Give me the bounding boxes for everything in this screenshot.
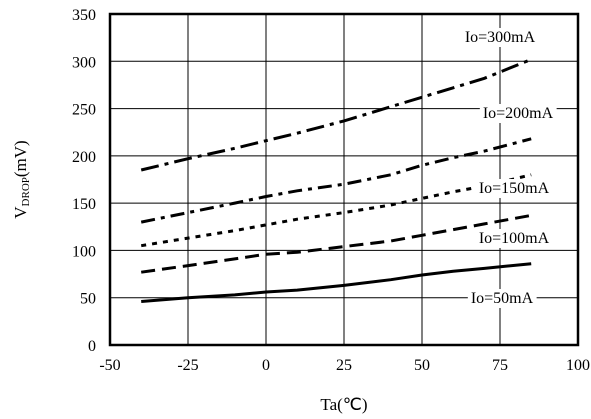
series-lines <box>140 58 532 303</box>
series-label-background <box>467 289 537 308</box>
y-tick-label: 200 <box>72 149 96 166</box>
series-label-background <box>475 229 553 248</box>
x-tick-label: 50 <box>414 357 430 374</box>
x-tick-label: -25 <box>177 357 198 374</box>
x-tick-label: 100 <box>566 357 590 374</box>
series-line-io-300ma <box>140 58 532 172</box>
plot-area-frame <box>108 12 580 347</box>
x-tick-label: 75 <box>492 357 508 374</box>
y-tick-label: 350 <box>72 7 96 24</box>
x-tick-label: 0 <box>262 357 270 374</box>
y-tick-label: 100 <box>72 243 96 260</box>
y-tick-label: 0 <box>88 338 96 355</box>
series-line-io-100ma <box>140 213 532 274</box>
series-line-io-50ma <box>141 262 532 303</box>
series-line-io-200ma <box>140 137 532 224</box>
series-line-io-150ma <box>140 173 532 248</box>
series-label: Io=50mA <box>471 290 534 307</box>
series-label: Io=200mA <box>483 105 554 122</box>
y-tick-label: 150 <box>72 196 96 213</box>
y-axis-label: VDROP(mV) <box>11 140 32 218</box>
y-tick-label: 50 <box>80 291 96 308</box>
y-axis-label-subscript: DROP <box>20 177 32 206</box>
series-label-background <box>479 104 557 123</box>
series-label: Io=300mA <box>465 29 536 46</box>
series-label: Io=100mA <box>479 230 550 247</box>
series-label: Io=150mA <box>479 180 550 197</box>
tick-labels: -50 -25 0 25 50 75 100 0 50 100 150 200 250 300 350 <box>72 7 590 374</box>
y-axis-label-unit: (mV) <box>11 140 30 177</box>
series-labels: Io=300mA Io=200mA Io=150mA Io=100mA Io=50mA <box>461 28 557 308</box>
x-tick-label: -50 <box>99 357 120 374</box>
y-tick-label: 250 <box>72 102 96 119</box>
series-label-background <box>475 179 553 198</box>
y-axis-label-main: V <box>11 206 30 219</box>
x-axis-label: Ta(℃) <box>320 395 367 414</box>
y-tick-label: 300 <box>72 54 96 71</box>
x-tick-label: 25 <box>336 357 352 374</box>
series-label-background <box>461 28 539 47</box>
